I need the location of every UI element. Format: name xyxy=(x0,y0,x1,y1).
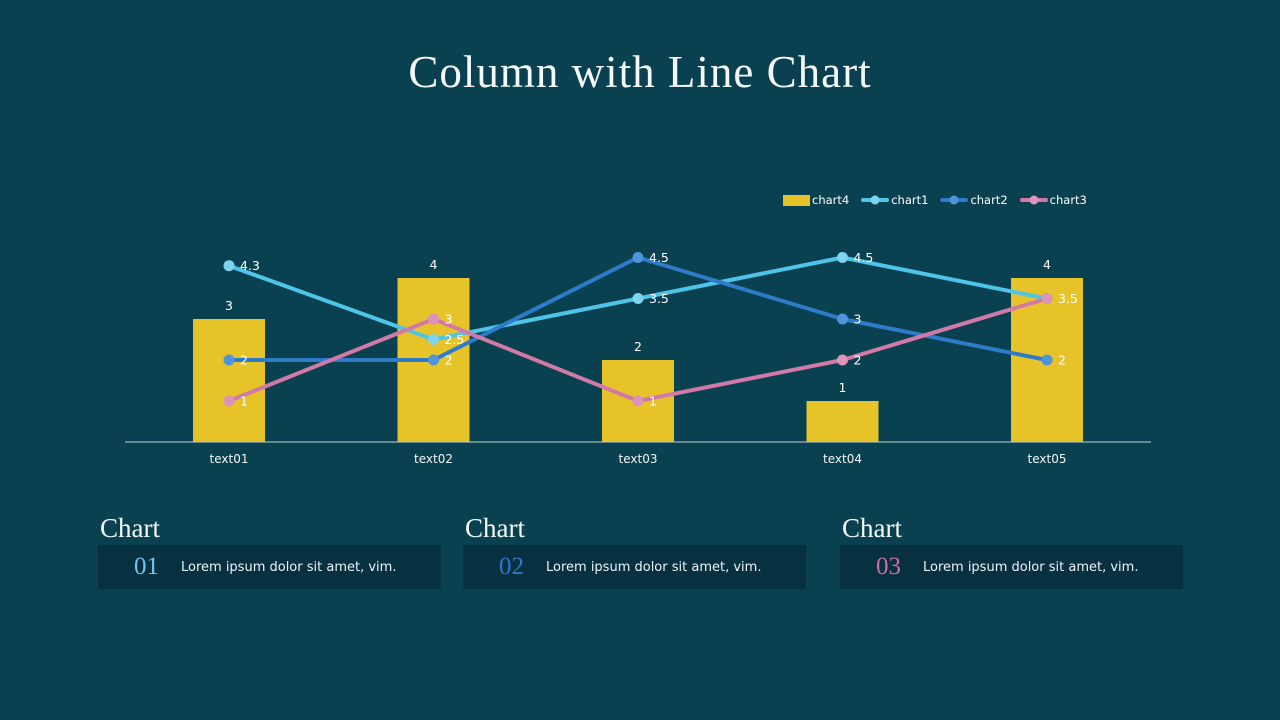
marker-chart2 xyxy=(1041,354,1053,366)
marker-chart1 xyxy=(428,334,439,345)
point-value-label: 2 xyxy=(854,353,862,368)
column-chart4 xyxy=(193,319,265,442)
point-value-label: 1 xyxy=(240,394,248,409)
legend-marker-dot-icon xyxy=(949,195,959,205)
point-value-label: 3 xyxy=(854,312,862,327)
legend-item-chart1: chart1 xyxy=(861,193,928,207)
card-text: Lorem ipsum dolor sit amet, vim. xyxy=(923,559,1139,575)
card-title: Chart xyxy=(100,513,160,543)
card-number: 01 xyxy=(134,553,159,580)
card-box: 01 Lorem ipsum dolor sit amet, vim. xyxy=(98,545,441,589)
point-value-label: 3 xyxy=(445,312,453,327)
legend-marker-dot-icon xyxy=(1029,195,1039,205)
card-2: Chart 02 Lorem ipsum dolor sit amet, vim… xyxy=(463,513,806,589)
card-box: 02 Lorem ipsum dolor sit amet, vim. xyxy=(463,545,806,589)
page-title: Column with Line Chart xyxy=(408,47,872,97)
legend-label: chart4 xyxy=(812,193,850,207)
marker-chart2 xyxy=(837,313,848,325)
x-axis-tick-label: text02 xyxy=(414,452,453,466)
bar-value-label: 3 xyxy=(225,298,233,313)
marker-chart3 xyxy=(837,354,848,366)
marker-chart2 xyxy=(428,354,439,366)
column-line-chart: text01 text02 text03 text04 text05342144.32.… xyxy=(125,250,1151,466)
x-axis-tick-label: text01 xyxy=(210,452,249,466)
legend-label: chart1 xyxy=(891,193,929,207)
marker-chart3 xyxy=(1041,293,1053,304)
legend-line-swatch-icon xyxy=(940,195,969,205)
x-axis-tick-label: text04 xyxy=(823,452,862,466)
marker-chart3 xyxy=(428,313,439,325)
card-box: 03 Lorem ipsum dolor sit amet, vim. xyxy=(840,545,1183,589)
legend-item-chart4: chart4 xyxy=(783,193,849,207)
point-value-label: 2 xyxy=(240,353,248,368)
point-value-label: 3.5 xyxy=(649,291,669,306)
card-3: Chart 03 Lorem ipsum dolor sit amet, vim… xyxy=(840,513,1183,589)
legend-item-chart3: chart3 xyxy=(1019,193,1087,207)
point-value-label: 4.3 xyxy=(240,258,260,273)
card-number: 03 xyxy=(876,553,901,580)
marker-chart3 xyxy=(223,395,235,407)
point-value-label: 3.5 xyxy=(1058,291,1078,306)
legend-line-swatch-icon xyxy=(1019,195,1048,205)
point-value-label: 1 xyxy=(649,394,657,409)
card-text: Lorem ipsum dolor sit amet, vim. xyxy=(546,559,762,575)
bar-value-label: 2 xyxy=(634,339,642,354)
legend-bar-swatch-icon xyxy=(783,194,810,206)
point-value-label: 2 xyxy=(445,353,453,368)
column-chart4 xyxy=(806,401,879,442)
legend-line-swatch-icon xyxy=(861,195,890,205)
legend-marker-dot-icon xyxy=(870,195,880,205)
marker-chart2 xyxy=(632,252,644,263)
marker-chart3 xyxy=(632,395,644,407)
marker-chart1 xyxy=(223,260,235,272)
card-title: Chart xyxy=(465,513,525,543)
bar-value-label: 4 xyxy=(430,257,438,272)
point-value-label: 2 xyxy=(1058,353,1066,368)
point-value-label: 4.5 xyxy=(649,250,669,265)
legend-label: chart2 xyxy=(970,193,1008,207)
card-text: Lorem ipsum dolor sit amet, vim. xyxy=(181,559,397,575)
card-number: 02 xyxy=(499,553,524,580)
marker-chart1 xyxy=(837,252,848,263)
card-1: Chart 01 Lorem ipsum dolor sit amet, vim… xyxy=(98,513,441,589)
bar-value-label: 1 xyxy=(839,380,847,395)
point-value-label: 4.5 xyxy=(854,250,874,265)
legend-label: chart3 xyxy=(1049,193,1087,207)
x-axis-tick-label: text05 xyxy=(1028,452,1067,466)
bar-value-label: 4 xyxy=(1043,257,1051,272)
chart-legend: chart4 chart1 chart2 chart3 xyxy=(783,193,1087,207)
card-title: Chart xyxy=(842,513,902,543)
x-axis-tick-label: text03 xyxy=(619,452,658,466)
legend-item-chart2: chart2 xyxy=(940,193,1008,207)
marker-chart1 xyxy=(632,293,644,304)
point-value-label: 2.5 xyxy=(445,332,465,347)
marker-chart2 xyxy=(223,354,235,366)
